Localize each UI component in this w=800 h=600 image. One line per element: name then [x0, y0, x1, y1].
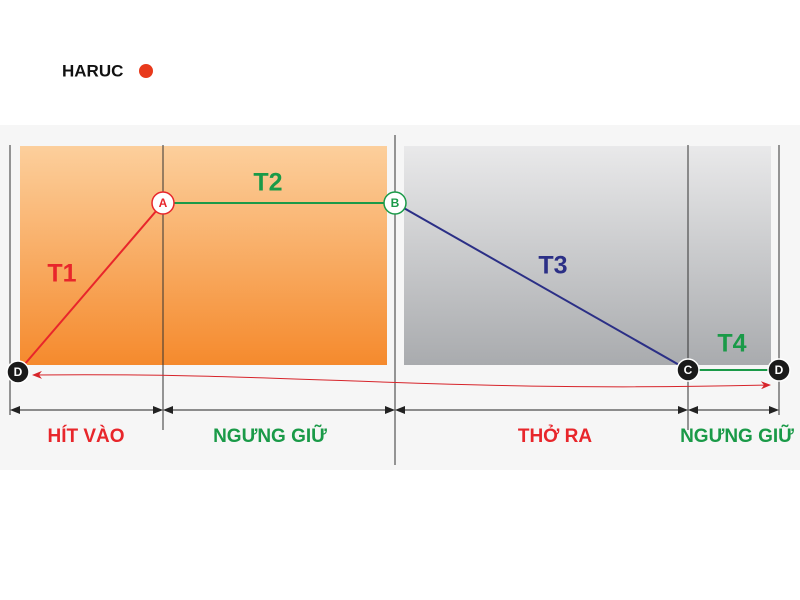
segment-label: T4	[717, 330, 746, 358]
phase-label: THỞ RA	[518, 425, 593, 447]
node-label: B	[391, 196, 400, 210]
node-label: D	[14, 365, 23, 379]
node-label: D	[775, 363, 784, 377]
inhale-hold-panel	[20, 146, 387, 365]
phase-label: HÍT VÀO	[47, 425, 124, 447]
node-label: A	[159, 196, 168, 210]
node-a	[151, 191, 175, 215]
node-label: C	[684, 363, 693, 377]
phase-label: NGƯNG GIỮ	[213, 425, 327, 447]
t1-line	[17, 202, 164, 373]
cycle-curve	[32, 370, 771, 390]
node-c	[676, 358, 700, 382]
node-b	[383, 191, 407, 215]
t3-line	[394, 202, 689, 371]
node-d	[767, 358, 791, 382]
node-d	[6, 360, 30, 384]
logo-text: HARUC	[62, 61, 123, 80]
segment-label: T1	[47, 260, 76, 288]
logo-dot	[139, 64, 153, 78]
segment-label: T3	[538, 252, 567, 280]
phase-label: NGƯNG GIỮ	[680, 425, 794, 447]
segment-label: T2	[253, 169, 282, 197]
exhale-panel	[404, 146, 771, 365]
